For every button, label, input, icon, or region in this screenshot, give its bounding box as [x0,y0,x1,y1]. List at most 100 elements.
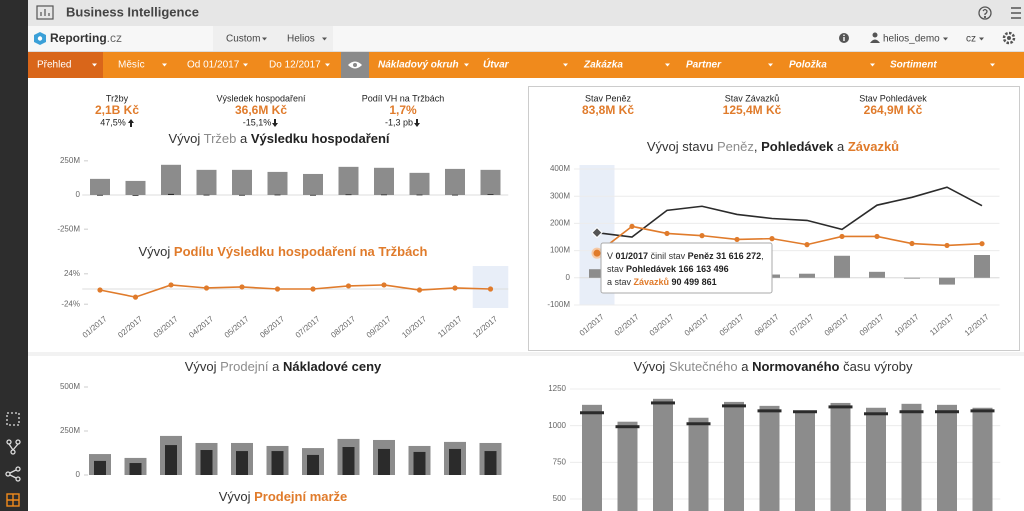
kpi-value: 36,6M Kč [235,103,287,117]
dimension-filter[interactable]: Partner [686,60,722,71]
kpi-value: 125,4M Kč [723,103,782,117]
settings-icon[interactable] [1002,31,1016,45]
filter[interactable]: Do 12/2017 [269,60,321,71]
marker [651,401,675,405]
chart-title-part: Vývoj [219,489,254,504]
chart-title-part: Nákladové ceny [283,359,382,374]
kpi-value: 1,7% [389,103,417,117]
menu[interactable]: Custom [226,34,260,45]
hover-point [591,226,603,239]
logo-dot [37,36,43,41]
sidebar-icon[interactable] [6,412,20,426]
point [944,242,950,249]
bar [374,167,394,195]
x-tick-label: 03/2017 [152,314,180,340]
bar [132,195,139,196]
chart-title-part: Prodejní [220,359,269,374]
filter[interactable]: Od 01/2017 [187,60,240,71]
filter[interactable]: Měsíc [118,60,145,71]
chart-title: Vývoj Skutečného a Normovaného času výro… [634,359,913,374]
bar [869,271,885,278]
line [596,225,983,254]
info-icon[interactable] [839,33,849,43]
sidebar-icon[interactable] [6,439,21,455]
y-tick-label: 200M [550,219,570,228]
chart-title: Vývoj Prodejní a Nákladové ceny [185,359,382,374]
language-menu[interactable]: cz [966,34,976,45]
active-filter[interactable]: Přehled [37,60,71,71]
marker [757,409,782,413]
hover-point [591,247,603,259]
app-icon [36,5,54,20]
chart-title-part: Normovaného [752,359,839,374]
bar [413,451,426,475]
marker [722,404,746,408]
y-tick-label: -250M [57,224,80,233]
dimension-filter[interactable]: Nákladový okruh [378,60,459,71]
dimension-filter[interactable]: Položka [789,60,827,71]
menu-area [213,26,333,51]
dimension-filter[interactable]: Útvar [483,58,510,71]
kpi-label: Stav Závazků [725,93,780,103]
x-tick-label: 12/2017 [471,314,499,340]
bar [830,402,851,511]
bar [688,417,709,511]
y-tick-label: 750 [553,457,567,466]
tooltip-line-part: 90 499 861 [669,277,717,287]
bar [345,194,352,196]
caret [943,37,948,41]
tooltip [600,242,773,294]
sidebar-icon[interactable] [6,493,20,507]
logo[interactable]: Reporting.cz [50,31,122,45]
point [909,240,915,247]
kpi-label: Tržby [106,93,129,103]
sidebar-icon[interactable] [5,466,21,482]
chart-title: Vývoj Prodejní marže [219,489,348,504]
kpi-label: Stav Pohledávek [859,93,927,103]
bar [866,407,886,511]
marker [864,412,888,416]
chart-title-part: Podílu Výsledku hospodaření na Tržbách [174,244,428,259]
point [239,284,245,290]
chart-title: Vývoj Podílu Výsledku hospodaření na Trž… [139,244,428,259]
bar [972,407,993,511]
bar [267,171,288,195]
bar [480,169,501,195]
trend-arrow [272,119,278,127]
app-title: Business Intelligence [66,4,199,19]
tooltip-line-part: 01/2017 [616,251,649,261]
user-menu[interactable]: helios_demo [883,34,940,45]
caret [464,63,469,67]
menu[interactable]: Helios [287,34,315,45]
caret [870,63,875,67]
bar [97,194,103,196]
bar [125,180,146,195]
trend-arrow [414,119,420,127]
marker [828,405,853,409]
help-icon[interactable] [978,6,992,20]
x-tick-label: 01/2017 [81,314,109,340]
nav-bar [28,26,1024,52]
menu-icon[interactable] [1011,7,1021,19]
y-tick-label: 300M [550,191,570,200]
point [629,223,635,229]
bar [94,460,106,475]
bar [901,403,922,511]
tooltip-line-part: V [607,251,616,261]
chart-title-part: Vývoj stavu [647,139,717,154]
dimension-filter[interactable]: Zakázka [583,60,623,71]
dimension-filter[interactable]: Sortiment [890,60,937,71]
chart-title-part: Výsledku hospodaření [251,131,390,146]
marker [793,410,817,414]
chart-title: Vývoj Tržeb a Výsledku hospodaření [168,131,389,146]
marker [935,410,959,414]
kpi-change: -1,3 pb [385,117,413,127]
point [416,287,423,293]
bar [589,269,605,278]
point [310,286,316,292]
point [345,283,352,289]
bar [759,405,780,511]
tooltip-line-part: Závazků [634,277,670,287]
chart-title-part: Pohledávek [761,139,834,154]
